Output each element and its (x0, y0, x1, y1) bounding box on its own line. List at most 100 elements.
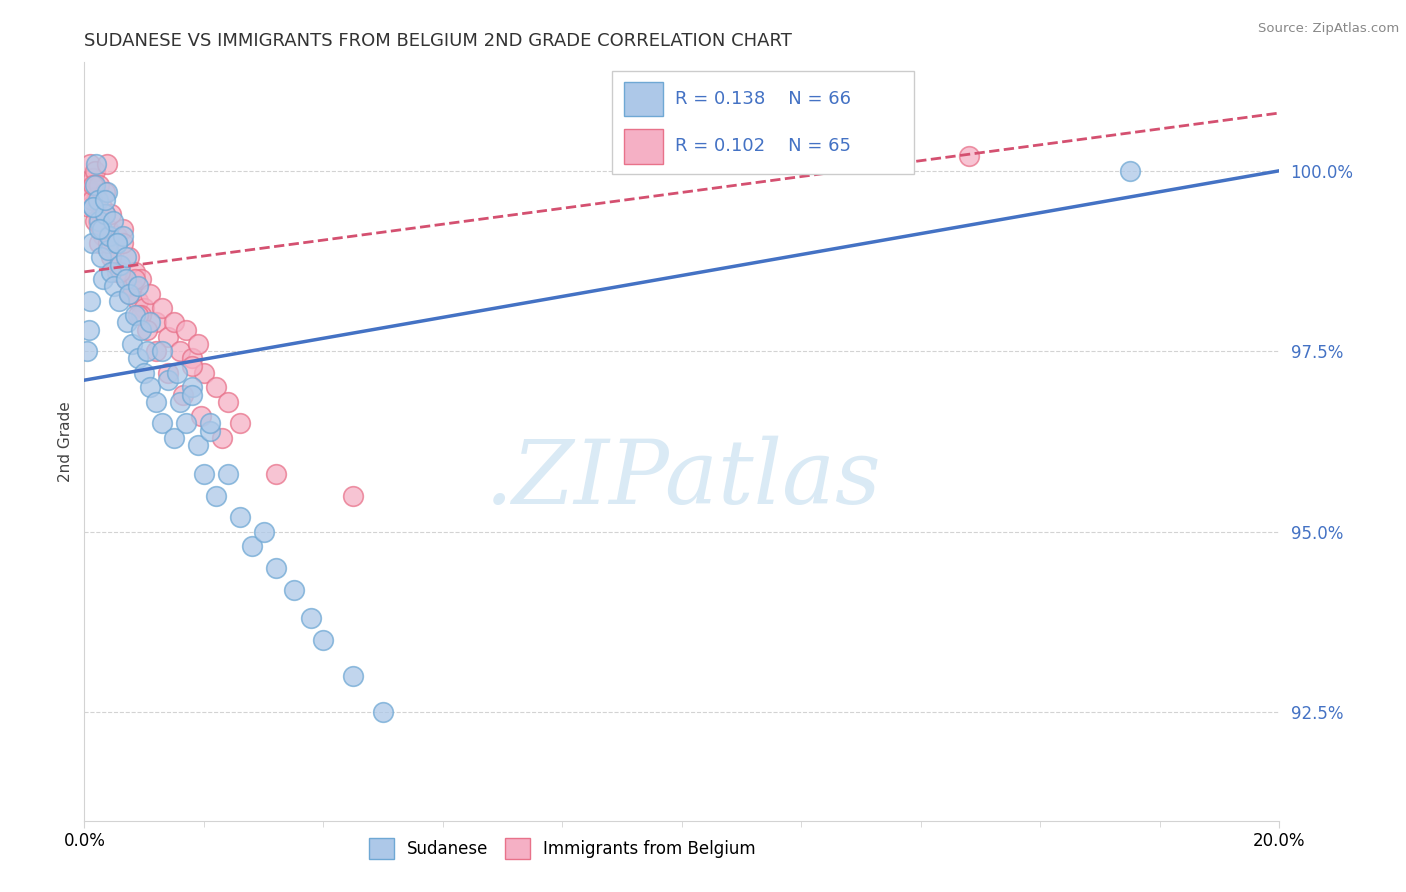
Point (93, 228, 115, 243)
Point (100, 265, 122, 279)
Point (82, 178, 104, 193)
Point (283, 582, 305, 597)
Point (90, 251, 112, 265)
Point (118, 286, 141, 301)
FancyBboxPatch shape (624, 81, 664, 117)
Point (198, 424, 221, 438)
Point (301, 611, 323, 625)
Point (132, 366, 156, 380)
Y-axis label: 2nd Grade: 2nd Grade (58, 401, 73, 482)
Point (145, 315, 167, 329)
Point (115, 272, 138, 286)
Point (79, 156, 101, 170)
Point (127, 279, 149, 293)
Point (181, 380, 204, 394)
Point (105, 235, 128, 250)
Point (76, 344, 98, 359)
Point (145, 394, 167, 409)
Point (136, 344, 159, 359)
Point (91, 221, 114, 235)
Point (84, 178, 107, 193)
Point (240, 539, 263, 553)
Point (89, 178, 111, 193)
Point (124, 308, 146, 322)
Text: SUDANESE VS IMMIGRANTS FROM BELGIUM 2ND GRADE CORRELATION CHART: SUDANESE VS IMMIGRANTS FROM BELGIUM 2ND … (84, 32, 792, 50)
Point (94, 186, 117, 200)
Point (80, 186, 103, 200)
Point (163, 431, 186, 445)
Point (253, 524, 276, 539)
Point (190, 409, 212, 424)
Point (172, 387, 194, 401)
Text: Source: ZipAtlas.com: Source: ZipAtlas.com (1258, 22, 1399, 36)
Point (127, 293, 149, 308)
Point (110, 265, 132, 279)
Point (957, 149, 980, 163)
Point (98, 228, 121, 243)
Point (229, 417, 252, 431)
Point (112, 228, 135, 243)
Point (157, 330, 180, 344)
Point (121, 279, 143, 293)
Point (105, 235, 128, 250)
Point (108, 293, 131, 308)
Point (136, 323, 159, 337)
Point (115, 251, 138, 265)
Point (342, 669, 364, 683)
Point (187, 337, 209, 351)
Point (174, 323, 197, 337)
Point (217, 467, 239, 481)
Point (157, 366, 180, 380)
Point (93, 272, 115, 286)
Point (198, 417, 221, 431)
Point (124, 265, 146, 279)
Point (94, 193, 117, 207)
Point (105, 228, 128, 243)
Point (77, 200, 100, 214)
Point (97, 221, 120, 235)
Point (117, 315, 139, 329)
Point (90, 207, 112, 221)
Point (100, 251, 122, 265)
Point (205, 489, 228, 503)
Point (193, 366, 215, 380)
Point (90, 221, 112, 235)
Point (79, 293, 101, 308)
Point (1119, 163, 1142, 178)
Point (118, 286, 141, 301)
Point (110, 258, 132, 272)
Point (150, 301, 173, 315)
Point (121, 337, 143, 351)
Point (80, 193, 103, 207)
Point (82, 200, 104, 214)
Point (86, 214, 108, 228)
Point (110, 258, 132, 272)
Point (264, 561, 287, 575)
Point (105, 265, 128, 279)
Point (112, 221, 135, 235)
Point (129, 308, 152, 322)
FancyBboxPatch shape (624, 128, 664, 163)
Point (124, 272, 146, 286)
Point (139, 380, 162, 394)
Point (103, 279, 125, 293)
Point (103, 243, 125, 257)
Point (163, 315, 186, 329)
Point (139, 286, 162, 301)
Point (82, 200, 104, 214)
Point (101, 214, 124, 228)
Point (84, 214, 107, 228)
Point (112, 235, 135, 250)
Point (129, 272, 152, 286)
Point (129, 323, 152, 337)
Point (96, 186, 118, 200)
Point (181, 387, 204, 401)
Point (181, 359, 204, 373)
Point (193, 467, 215, 481)
Point (89, 214, 111, 228)
Point (181, 351, 204, 366)
Point (264, 467, 287, 481)
Point (86, 156, 108, 170)
Text: R = 0.102    N = 65: R = 0.102 N = 65 (675, 137, 851, 155)
Point (373, 706, 395, 720)
